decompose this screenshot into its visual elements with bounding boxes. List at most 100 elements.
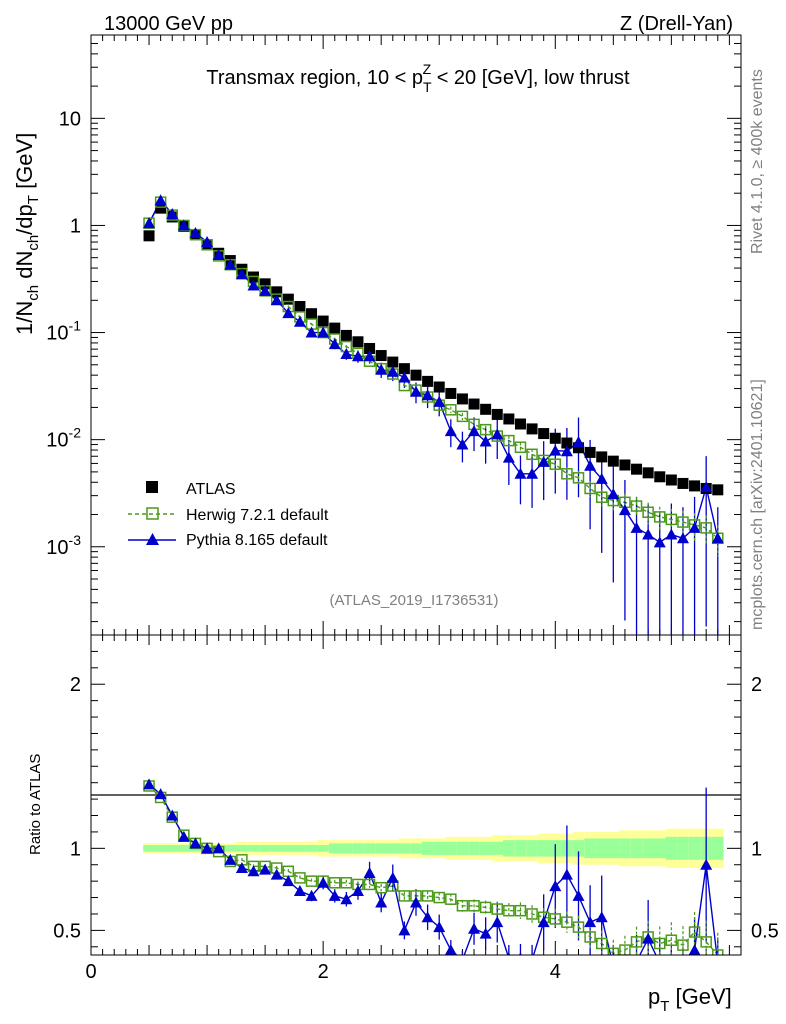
ratio-band-inner (537, 840, 550, 857)
pythia-ratio-point (293, 885, 306, 896)
atlas-point (654, 471, 666, 483)
atlas-point (422, 375, 434, 387)
pythia-point (224, 258, 237, 270)
main-data (143, 194, 724, 635)
pythia-point (363, 350, 376, 362)
atlas-point (689, 480, 701, 492)
ratio-ylabel: Ratio to ATLAS (27, 754, 44, 855)
pythia-point (270, 294, 283, 306)
pythia-ratio-line (148, 783, 718, 955)
pythia-ratio-point (444, 944, 457, 955)
herwig-ratio-point (665, 934, 678, 946)
pythia-point (630, 521, 643, 533)
ratio-band-inner (224, 845, 237, 852)
pythia-ratio-point (282, 875, 295, 887)
pythia-point (526, 467, 539, 479)
pythia-ratio-point (712, 957, 724, 968)
atlas-point (526, 423, 538, 435)
pythia-point (537, 455, 550, 467)
herwig-ratio-point (491, 903, 503, 915)
herwig-ratio-point (595, 937, 608, 950)
ratio-band-inner (421, 841, 434, 855)
pythia-ratio-point (491, 916, 504, 928)
pythia-point (201, 236, 214, 248)
ratio-band-inner (503, 840, 515, 857)
atlas-point (375, 350, 387, 362)
pythia-ratio-point (572, 889, 585, 901)
ratio-band-inner (688, 836, 701, 860)
herwig-point (677, 516, 689, 528)
atlas-point (631, 463, 643, 475)
atlas-point (573, 442, 584, 454)
herwig-ratio-point (503, 904, 515, 917)
pythia-ratio-point (531, 953, 533, 955)
atlas-point (642, 467, 654, 479)
ratio-band-inner (247, 845, 260, 852)
herwig-ratio-point (479, 901, 492, 914)
herwig-ratio-point (526, 908, 538, 920)
ratio-band-inner (178, 845, 190, 852)
atlas-point (282, 293, 294, 305)
herwig-point (456, 410, 469, 423)
xtick-label: 2 (318, 961, 329, 983)
ratio-bands (143, 828, 724, 869)
pythia-point (468, 425, 481, 437)
pythia-ratio-point (177, 830, 190, 842)
pythia-ratio-point (375, 896, 388, 908)
ratio-series (143, 778, 724, 968)
pythia-ratio-point (642, 932, 655, 944)
ratio-band-inner (468, 841, 480, 855)
atlas-point (410, 369, 422, 381)
herwig-ratio-point (561, 916, 573, 928)
atlas-point (549, 432, 561, 444)
herwig-ratio-point (712, 949, 724, 955)
ratio-frame (90, 634, 742, 956)
atlas-point (317, 315, 329, 327)
mcplots-label: mcplots.cern.ch [arXiv:2401.10621] (749, 379, 766, 630)
atlas-point (584, 446, 596, 458)
pythia-point (375, 363, 388, 375)
ratio-band-inner (282, 845, 295, 852)
rivet-label: Rivet 4.1.0, ≥ 400k events (749, 69, 766, 254)
pythia-point (212, 248, 225, 260)
pythia-point (328, 338, 341, 350)
legend-herwig-marker (146, 507, 159, 520)
pythia-ratio-point (410, 896, 422, 908)
herwig-point (503, 434, 515, 447)
ratio-band-inner (653, 838, 666, 859)
atlas-point (445, 387, 457, 399)
ratio-band-inner (363, 843, 376, 854)
atlas-point (387, 356, 399, 368)
pythia-point (351, 350, 364, 362)
atlas-point (271, 286, 283, 298)
analysis-label: (ATLAS_2019_I1736531) (329, 592, 498, 609)
pythia-point (282, 307, 295, 319)
herwig-ratio-point (445, 893, 457, 905)
ratio-band-inner (433, 841, 446, 855)
pythia-ratio-point (235, 862, 248, 874)
pythia-ratio-point (305, 889, 318, 901)
atlas-point (712, 484, 724, 496)
herwig-ratio-point (688, 926, 701, 938)
ratio-band-inner (456, 841, 469, 855)
herwig-point (654, 511, 666, 523)
ratio-band-inner (607, 838, 620, 859)
ratio-band-inner (294, 845, 306, 852)
main-panel: 10-3 10-2 10-1 1 10 (46, 34, 742, 636)
pythia-ratio-point (224, 853, 237, 865)
herwig-ratio-point (329, 877, 341, 889)
herwig-ratio-point (514, 904, 527, 917)
atlas-point (538, 428, 550, 440)
atlas-point (619, 459, 631, 471)
atlas-point (143, 230, 155, 242)
pythia-ratio-point (688, 944, 701, 955)
main-ytick-label: 10-3 (46, 532, 81, 559)
pythia-ratio-point (363, 866, 376, 878)
pythia-point (653, 536, 666, 548)
atlas-point (364, 342, 376, 354)
ratio-band-inner (572, 840, 585, 857)
pythia-point (421, 389, 434, 401)
herwig-point (595, 491, 608, 503)
herwig-point (479, 423, 492, 436)
legend-atlas-label: ATLAS (186, 481, 236, 498)
